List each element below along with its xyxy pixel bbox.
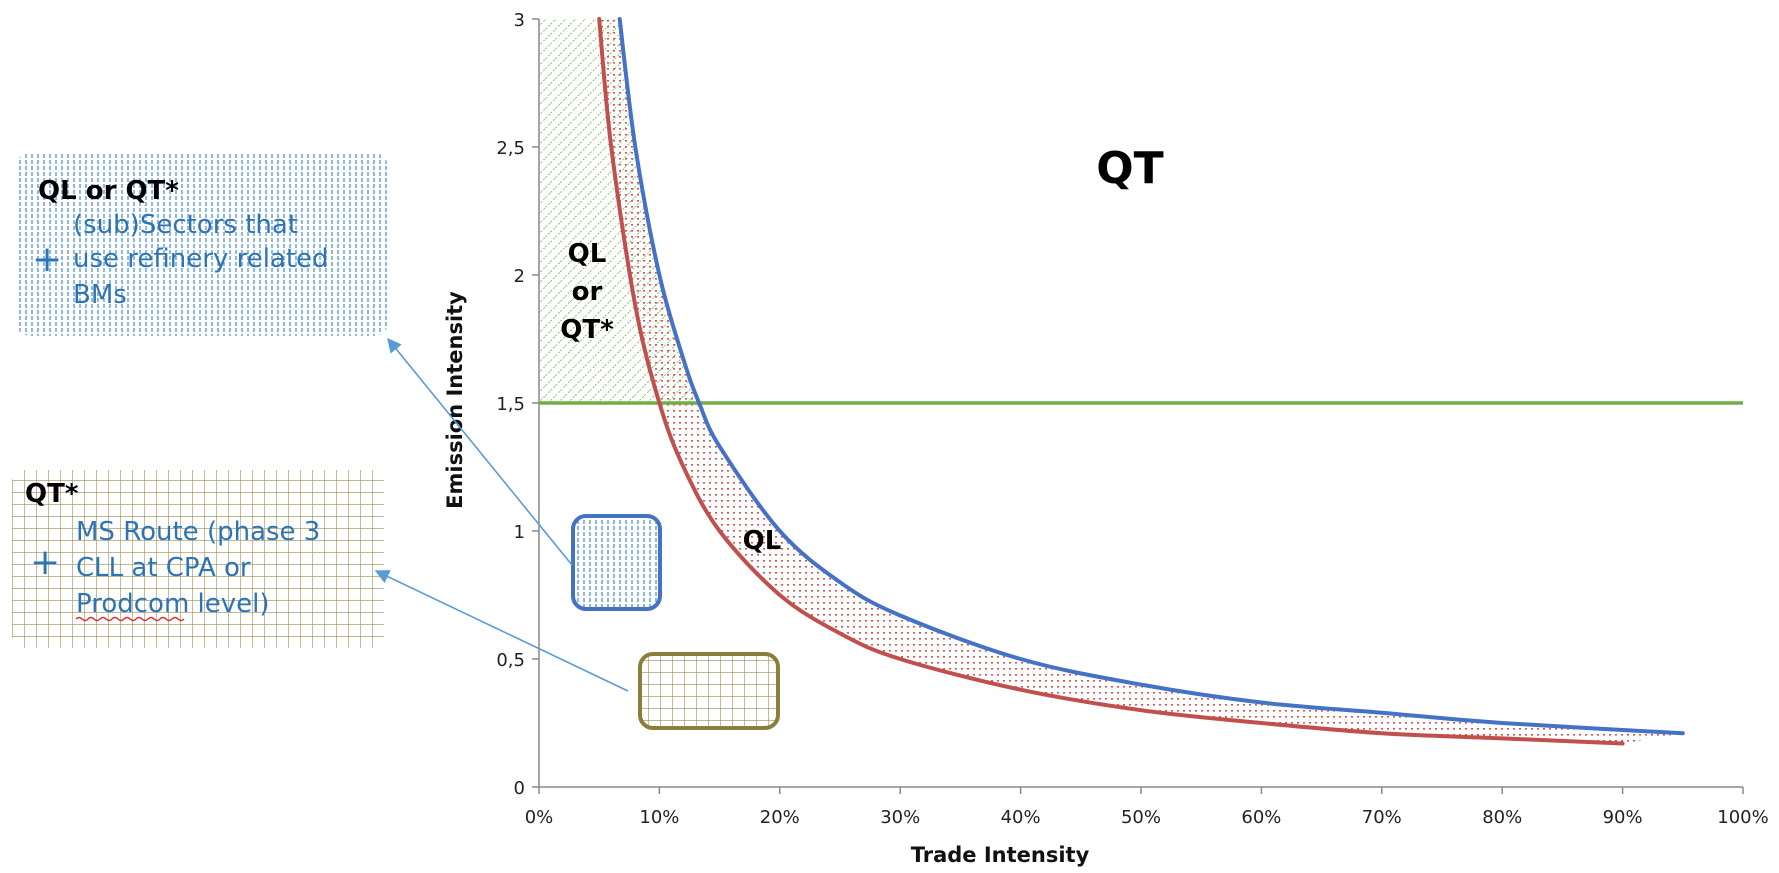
spellcheck-underline xyxy=(75,616,185,622)
y-tick-label: 3 xyxy=(514,10,525,31)
x-tick-label: 50% xyxy=(1121,807,1161,828)
x-tick-label: 80% xyxy=(1482,807,1522,828)
x-tick-label: 60% xyxy=(1241,807,1281,828)
blue-curve-series xyxy=(617,17,1685,736)
ms-route-callout-line2: CLL at CPA or xyxy=(76,553,251,583)
refinery-arrow xyxy=(387,337,573,566)
ql-region-label: QL xyxy=(743,526,782,556)
refinery-callout-box xyxy=(16,153,388,336)
y-tick-group: 0 0,5 1 1,5 2 2,5 3 xyxy=(496,10,539,799)
x-tick-label: 100% xyxy=(1717,807,1768,828)
refinery-callout-line3: BMs xyxy=(73,280,127,310)
ms-route-callout-box xyxy=(12,470,384,648)
ms-route-callout-line1: MS Route (phase 3 xyxy=(76,517,320,547)
ql-or-qt-region-line1: QL xyxy=(568,239,607,269)
x-tick-label: 20% xyxy=(760,807,800,828)
y-tick-label: 2,5 xyxy=(496,138,525,159)
y-tick-label: 1,5 xyxy=(496,394,525,415)
ql-or-qt-region-line3: QT* xyxy=(560,315,614,345)
ms-route-callout-title: QT* xyxy=(25,479,79,509)
qt-region-label: QT xyxy=(1096,143,1163,194)
ms-route-arrow xyxy=(374,570,629,692)
refinery-callout-line2: use refinery related xyxy=(73,244,329,274)
y-tick-label: 2 xyxy=(514,266,525,287)
refinery-callout-title: QL or QT* xyxy=(38,176,179,206)
x-tick-label: 40% xyxy=(1001,807,1041,828)
y-tick-label: 1 xyxy=(514,522,525,543)
refinery-swatch xyxy=(571,514,662,611)
ms-route-callout-line3: Prodcom level) xyxy=(76,589,270,619)
y-tick-label: 0 xyxy=(514,778,525,799)
ms-route-swatch xyxy=(638,652,780,730)
x-axis-title: Trade Intensity xyxy=(911,843,1090,867)
x-tick-label: 10% xyxy=(639,807,679,828)
series-group xyxy=(539,17,1743,746)
x-tick-label: 30% xyxy=(880,807,920,828)
x-tick-label: 70% xyxy=(1362,807,1402,828)
x-tick-label: 0% xyxy=(525,807,554,828)
ql-band-dotted-area xyxy=(599,19,1683,744)
y-axis-title: Emission Intensity xyxy=(443,291,467,509)
refinery-callout: QL or QT* + (sub)Sectors that use refine… xyxy=(16,153,388,336)
refinery-callout-line1: (sub)Sectors that xyxy=(73,210,298,240)
y-tick-label: 0,5 xyxy=(496,650,525,671)
refinery-callout-plus: + xyxy=(32,239,62,280)
x-tick-label: 90% xyxy=(1603,807,1643,828)
ql-or-qt-region-line2: or xyxy=(572,277,603,307)
ms-route-callout: QT* + MS Route (phase 3 CLL at CPA or Pr… xyxy=(12,470,384,648)
red-curve-series xyxy=(597,17,1625,746)
ms-route-callout-plus: + xyxy=(30,542,60,583)
x-tick-group: 0% 10% 20% 30% 40% 50% 60% 70% 80% 90% 100% xyxy=(525,787,1769,828)
